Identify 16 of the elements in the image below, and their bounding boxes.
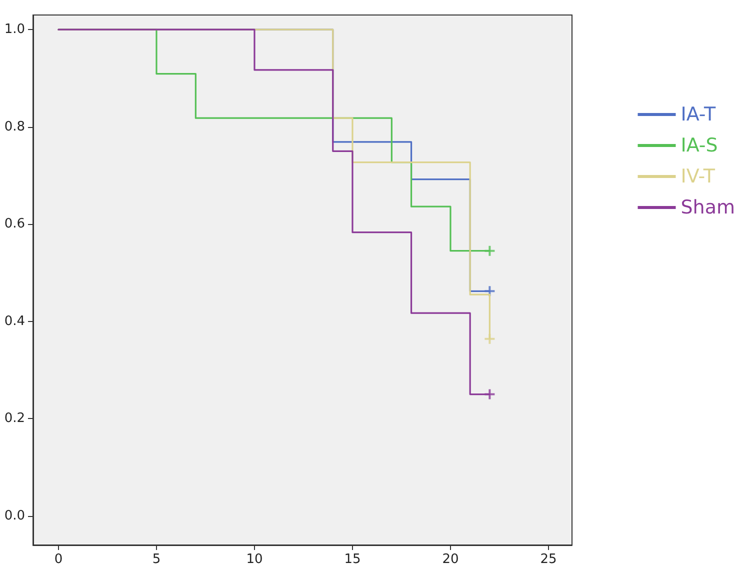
legend-label: IA-T — [680, 104, 716, 126]
legend-label: IV-T — [680, 166, 716, 188]
y-tick-label: 0.2 — [4, 411, 25, 426]
legend-label: IA-S — [680, 134, 718, 156]
x-tick-label: 5 — [152, 552, 161, 567]
y-tick-label: 0.8 — [4, 119, 25, 134]
y-tick-label: 0.0 — [4, 508, 25, 524]
y-tick-label: 0.4 — [4, 314, 25, 329]
legend-label: Sham — [680, 196, 736, 218]
x-tick-label: 20 — [442, 552, 459, 567]
x-tick-label: 0 — [54, 552, 63, 567]
y-tick-label: 1.0 — [4, 22, 25, 38]
y-tick-label: 0.6 — [4, 216, 25, 232]
x-tick-label: 10 — [246, 552, 263, 567]
x-tick-label: 15 — [344, 552, 361, 567]
x-tick-label: 25 — [540, 552, 557, 567]
